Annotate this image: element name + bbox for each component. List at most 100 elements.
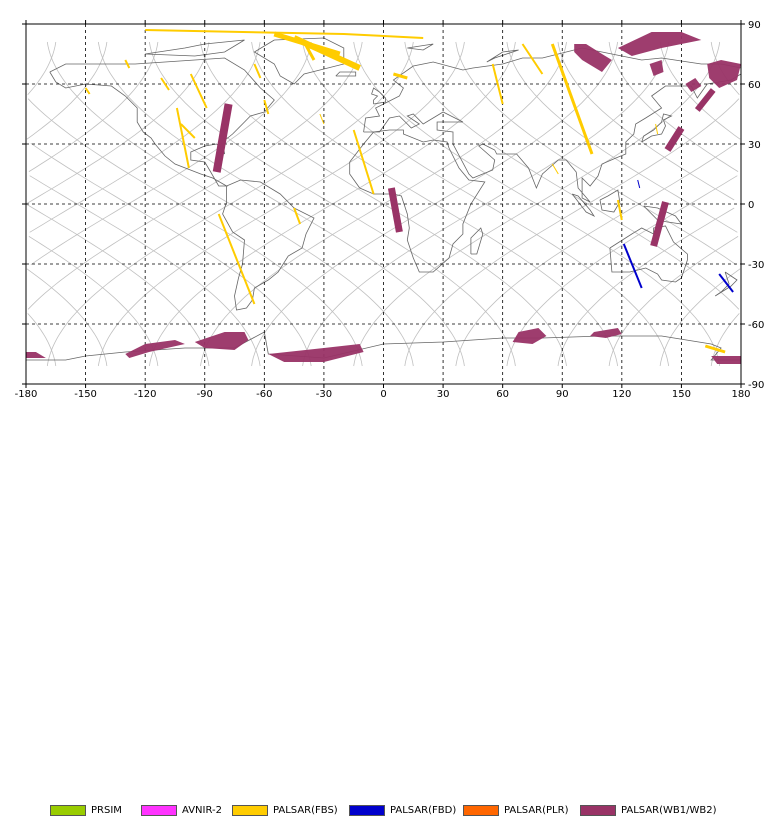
coverage-strip	[392, 72, 408, 80]
map-plot: -180 -150 -120 -90 -60 -30 0 30 60 90 120 150 180 90 6…	[15, 20, 764, 400]
coverage-strip	[217, 213, 256, 305]
orbit-track	[25, 41, 735, 367]
coverage-strip	[293, 207, 302, 225]
coastline	[571, 193, 596, 218]
legend-swatch-palsar-fbs	[232, 804, 268, 816]
coverage-strip	[550, 43, 594, 155]
x-tick-label: -150	[74, 389, 97, 400]
legend-label-palsar-plr: PALSAR(PLR)	[504, 804, 569, 816]
legend-item-avnir2: AVNIR-2	[141, 803, 222, 817]
y-tick-label: -90	[748, 380, 764, 391]
y-tick-label: 90	[748, 20, 761, 31]
coverage-area	[512, 328, 547, 344]
legend-item-palsar-wb: PALSAR(WB1/WB2)	[580, 803, 717, 817]
coverage-strip	[650, 201, 669, 247]
legend-item-prsim: PRSIM	[50, 803, 122, 817]
coverage-strip	[694, 88, 716, 112]
coverage-strip	[175, 107, 190, 169]
orbit-track	[25, 41, 735, 367]
coastline	[486, 49, 519, 63]
coverage-strip	[263, 99, 270, 115]
x-tick-label: 120	[612, 389, 631, 400]
coastline	[641, 113, 673, 143]
legend-item-palsar-fbd: PALSAR(FBD)	[349, 803, 456, 817]
x-tick-label: 60	[496, 389, 509, 400]
coastline	[609, 225, 688, 283]
coastlines	[26, 37, 742, 361]
coastline	[407, 43, 434, 51]
map-gridlines	[26, 24, 741, 384]
coverage-strip	[160, 77, 170, 91]
legend-label-avnir2: AVNIR-2	[182, 804, 222, 816]
coverage-strip	[551, 163, 559, 175]
coverage-strip	[253, 63, 262, 79]
x-tick-label: 150	[672, 389, 691, 400]
coverage-strip	[704, 344, 726, 354]
legend-item-palsar-plr: PALSAR(PLR)	[463, 803, 568, 817]
coverage-strip	[352, 129, 375, 195]
legend-label-palsar-wb: PALSAR(WB1/WB2)	[621, 804, 717, 816]
orbit-track	[302, 41, 670, 367]
coverage-area	[574, 44, 612, 72]
coverage-strip	[491, 63, 504, 105]
legend-swatch-palsar-plr	[463, 804, 499, 816]
coastline	[145, 39, 245, 57]
orbit-track	[29, 41, 739, 367]
coverage-strip	[180, 123, 196, 139]
legend-label-palsar-fbd: PALSAR(FBD)	[390, 804, 457, 816]
orbit-track	[26, 41, 737, 367]
coverage-strip	[212, 103, 233, 173]
coverage-strip	[319, 113, 325, 125]
coverage-strip	[124, 59, 131, 69]
coastline	[714, 271, 738, 297]
x-tick-label: -30	[316, 389, 332, 400]
x-tick-label: 180	[731, 389, 750, 400]
x-tick-label: -180	[15, 389, 38, 400]
legend-label-palsar-fbs: PALSAR(FBS)	[273, 804, 338, 816]
coverage-area	[268, 344, 364, 362]
coverage-strip	[616, 199, 623, 221]
y-tick-label: 0	[748, 200, 754, 211]
coverage-strip	[637, 179, 641, 189]
coverage-area	[685, 78, 702, 92]
y-tick-label: -60	[748, 320, 764, 331]
y-tick-label: 60	[748, 80, 761, 91]
coverage-strip	[84, 87, 91, 95]
coastline	[470, 227, 484, 255]
coverage-area	[125, 340, 185, 358]
legend: PRSIM AVNIR-2 PALSAR(FBS) PALSAR(FBD) PA…	[0, 400, 770, 816]
legend-label-prsim: PRSIM	[91, 804, 122, 816]
orbit-track	[27, 41, 740, 367]
coastline	[253, 37, 345, 85]
legend-swatch-palsar-wb	[580, 804, 616, 816]
x-tick-label: -60	[256, 389, 272, 400]
coverage-strip	[189, 73, 208, 109]
legend-swatch-prsim	[50, 804, 86, 816]
x-tick-label: 0	[380, 389, 386, 400]
map-ticks: -180 -150 -120 -90 -60 -30 0 30 60 90 120 150 180 90 6…	[15, 20, 764, 400]
coastline	[371, 87, 386, 105]
legend-swatch-palsar-fbd	[349, 804, 385, 816]
coverage-area	[617, 32, 702, 56]
coverage-area	[26, 352, 46, 358]
orbit-track	[27, 41, 740, 367]
coverage-strip	[664, 126, 685, 152]
coverage-area	[590, 328, 622, 338]
legend-swatch-avnir2	[141, 804, 177, 816]
coverage-strip	[302, 41, 316, 61]
y-tick-label: -30	[748, 260, 764, 271]
x-tick-label: -90	[197, 389, 213, 400]
x-tick-label: 90	[556, 389, 569, 400]
coverage-strip	[145, 29, 424, 39]
orbit-track	[97, 41, 465, 367]
x-tick-label: -120	[134, 389, 157, 400]
coverage-strip	[622, 243, 643, 289]
y-tick-label: 30	[748, 140, 761, 151]
coastline	[49, 57, 275, 187]
coverage-area	[649, 60, 664, 76]
coastline	[349, 129, 486, 273]
orbit-track	[26, 41, 737, 367]
coastline	[363, 47, 742, 203]
coverage-area	[194, 332, 249, 350]
coverage-map: -180 -150 -120 -90 -60 -30 0 30 60 90 120 150 180 90 6…	[0, 0, 770, 400]
